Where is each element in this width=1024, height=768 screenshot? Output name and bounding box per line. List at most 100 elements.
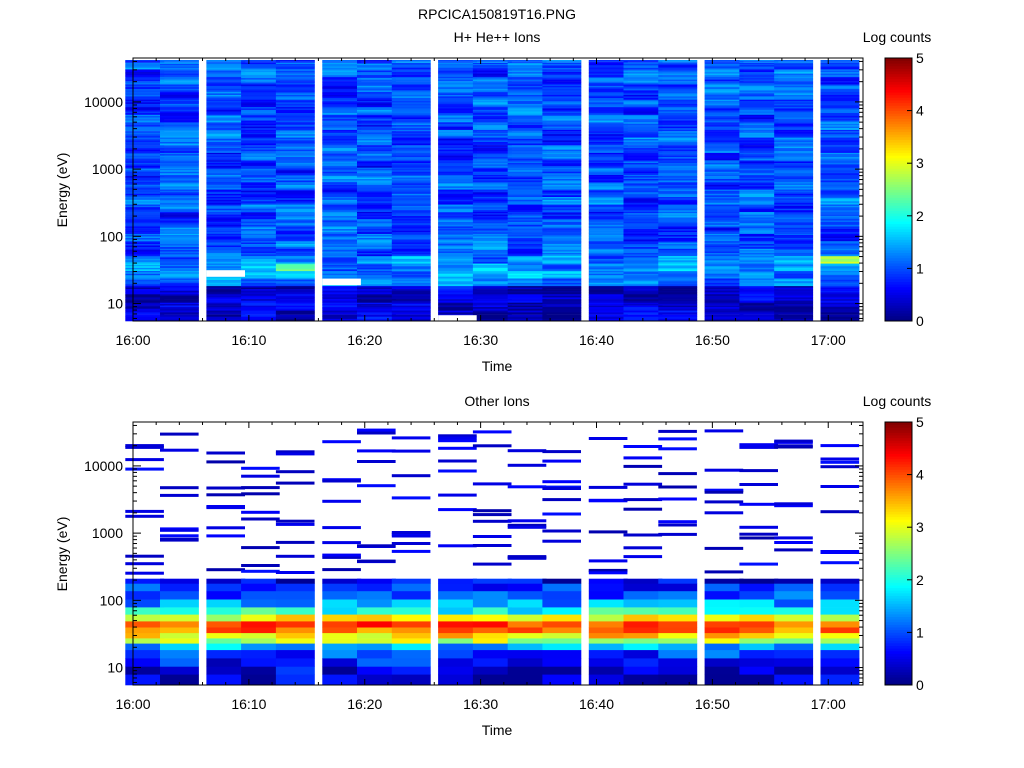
heatmap-cell bbox=[658, 295, 698, 298]
heatmap-cell bbox=[588, 126, 628, 129]
heatmap-cell-sparse bbox=[623, 464, 663, 468]
heatmap-cell bbox=[542, 129, 582, 132]
heatmap-cell bbox=[241, 109, 280, 112]
heatmap-cell bbox=[125, 638, 165, 644]
heatmap-cell bbox=[125, 643, 165, 651]
heatmap-cell bbox=[357, 154, 396, 156]
colorbar-step bbox=[885, 613, 912, 618]
heatmap-cell-sparse bbox=[275, 554, 315, 558]
heatmap-cell bbox=[623, 307, 663, 309]
heatmap-cell bbox=[357, 239, 396, 242]
heatmap-cell bbox=[160, 230, 199, 233]
heatmap-cell bbox=[507, 583, 547, 592]
heatmap-cell bbox=[206, 93, 246, 96]
heatmap-cell bbox=[160, 214, 199, 217]
heatmap-cell bbox=[472, 160, 512, 162]
heatmap-cell bbox=[542, 148, 582, 150]
heatmap-cell bbox=[739, 131, 779, 133]
heatmap-cell bbox=[507, 90, 547, 93]
heatmap-cell bbox=[322, 269, 362, 272]
heatmap-cell bbox=[206, 155, 246, 158]
heatmap-cell bbox=[472, 578, 512, 584]
heatmap-cell bbox=[275, 658, 315, 667]
heatmap-cell bbox=[739, 157, 779, 159]
heatmap-cell bbox=[658, 100, 698, 103]
x-tick-label: 16:50 bbox=[695, 332, 730, 348]
heatmap-cell bbox=[438, 165, 477, 168]
heatmap-cell bbox=[206, 235, 246, 237]
heatmap-cell bbox=[658, 168, 698, 171]
heatmap-cell bbox=[322, 122, 362, 124]
heatmap-cell bbox=[206, 302, 246, 305]
heatmap-cell bbox=[507, 177, 547, 180]
colorbar-step bbox=[885, 450, 912, 454]
heatmap-cell bbox=[241, 242, 280, 245]
heatmap-cell bbox=[542, 226, 582, 228]
heatmap-cell bbox=[206, 78, 246, 80]
heatmap-cell bbox=[704, 257, 744, 260]
heatmap-cell bbox=[704, 100, 744, 103]
colorbar-step bbox=[885, 564, 912, 568]
heatmap-cell bbox=[820, 269, 860, 272]
heatmap-cell bbox=[391, 316, 431, 320]
heatmap-cell bbox=[125, 248, 165, 251]
heatmap-cell bbox=[391, 119, 431, 121]
heatmap-cell bbox=[623, 254, 663, 257]
heatmap-cell bbox=[160, 142, 199, 144]
y-tick-label: 10 bbox=[107, 660, 123, 676]
heatmap-cell bbox=[820, 151, 860, 153]
heatmap-cell bbox=[588, 227, 628, 230]
heatmap-cell bbox=[125, 230, 165, 233]
colorbar-step bbox=[885, 268, 912, 272]
heatmap-cell bbox=[507, 120, 547, 123]
heatmap-cell bbox=[438, 154, 477, 156]
heatmap-cell bbox=[206, 263, 246, 266]
heatmap-cell bbox=[739, 674, 779, 686]
heatmap-cell bbox=[542, 94, 582, 97]
heatmap-cell bbox=[507, 165, 547, 168]
heatmap-cell bbox=[774, 233, 814, 236]
heatmap-cell-sparse bbox=[275, 481, 315, 485]
colorbar-step bbox=[885, 89, 912, 93]
heatmap-cell bbox=[739, 161, 779, 164]
heatmap-cell bbox=[275, 180, 315, 183]
heatmap-cell bbox=[357, 292, 396, 295]
heatmap-cell bbox=[391, 94, 431, 97]
heatmap-cell bbox=[472, 281, 512, 284]
heatmap-cell bbox=[588, 658, 628, 667]
heatmap-cell bbox=[438, 666, 477, 675]
heatmap-cell bbox=[542, 61, 582, 63]
heatmap-cell bbox=[160, 76, 199, 79]
heatmap-cell bbox=[542, 287, 582, 290]
heatmap-cell bbox=[542, 674, 582, 686]
heatmap-cell bbox=[623, 202, 663, 205]
heatmap-cell bbox=[658, 614, 698, 622]
colorbar-step bbox=[885, 289, 912, 293]
heatmap-cell bbox=[588, 61, 628, 62]
heatmap-cell bbox=[588, 148, 628, 150]
heatmap-cell bbox=[704, 88, 744, 91]
heatmap-cell bbox=[739, 304, 779, 306]
heatmap-cell bbox=[160, 117, 199, 120]
heatmap-cell bbox=[275, 583, 315, 592]
heatmap-cell bbox=[623, 157, 663, 159]
heatmap-cell bbox=[206, 264, 246, 267]
heatmap-cell bbox=[125, 90, 165, 93]
heatmap-cell bbox=[391, 607, 431, 615]
heatmap-cell bbox=[507, 100, 547, 103]
heatmap-cell bbox=[658, 129, 698, 132]
heatmap-cell bbox=[623, 273, 663, 276]
colorbar-step bbox=[885, 318, 912, 322]
heatmap-cell bbox=[160, 236, 199, 239]
heatmap-cell bbox=[704, 108, 744, 111]
heatmap-cell bbox=[542, 60, 582, 61]
heatmap-cell bbox=[704, 126, 744, 129]
heatmap-cell bbox=[704, 81, 744, 83]
heatmap-cell bbox=[160, 140, 199, 143]
heatmap-cell bbox=[507, 216, 547, 218]
heatmap-cell bbox=[820, 186, 860, 189]
colorbar-step bbox=[885, 642, 912, 646]
heatmap-cell-sparse bbox=[241, 492, 280, 496]
heatmap-cell bbox=[357, 164, 396, 167]
heatmap-cell bbox=[820, 273, 860, 276]
